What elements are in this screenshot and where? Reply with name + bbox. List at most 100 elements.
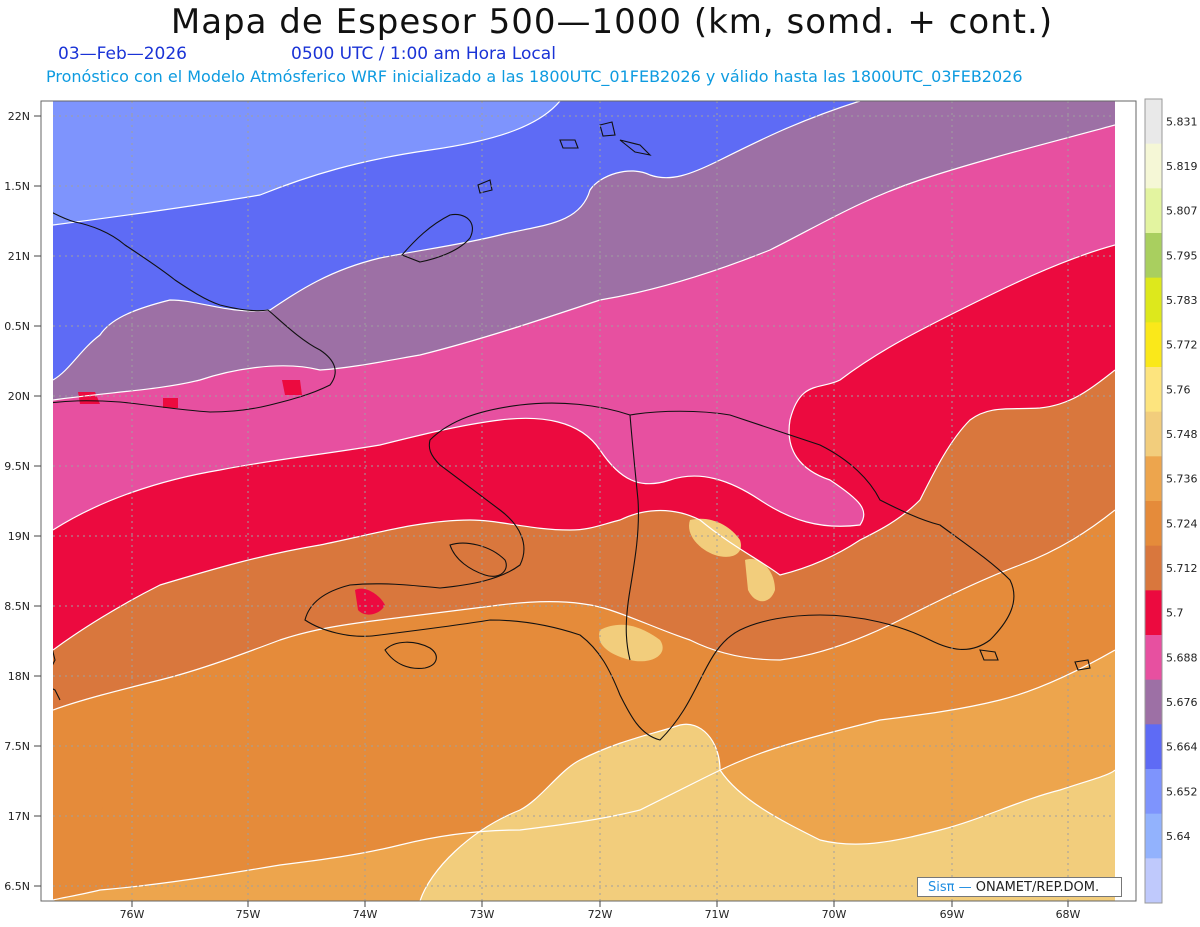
colorbar-swatch xyxy=(1145,501,1162,547)
colorbar-swatch xyxy=(1145,143,1162,189)
colorbar-swatch xyxy=(1145,99,1162,145)
colorbar-swatch xyxy=(1145,233,1162,279)
island-jamaica xyxy=(384,641,437,669)
band-5652 xyxy=(53,101,560,225)
band-5748 xyxy=(420,724,1115,901)
colorbar-label: 5.748 xyxy=(1166,428,1198,441)
lon-label: 69W xyxy=(940,908,965,921)
colorbar-label: 5.783 xyxy=(1166,294,1198,307)
lon-label: 76W xyxy=(120,908,145,921)
colorbar-swatch xyxy=(1145,724,1162,770)
colorbar-label: 5.795 xyxy=(1166,249,1198,262)
island-mayaguana xyxy=(477,179,493,194)
colorbar-swatch xyxy=(1145,367,1162,413)
lat-label: 17N xyxy=(8,810,30,823)
colorbar-label: 5.688 xyxy=(1166,651,1198,664)
island-pr xyxy=(1074,659,1091,671)
lat-label: 7.5N xyxy=(4,740,30,753)
colorbar-label: 5.664 xyxy=(1166,741,1198,754)
band-5700-cuba3 xyxy=(163,398,178,408)
lat-label: 22N xyxy=(8,110,30,123)
map-border xyxy=(40,100,1137,902)
colorbar-label: 5.772 xyxy=(1166,339,1198,352)
colorbar-swatch xyxy=(1145,411,1162,457)
band-5688 xyxy=(53,125,1115,530)
graticule xyxy=(53,101,1115,901)
colorbar-swatch xyxy=(1145,322,1162,368)
credit-org: ONAMET/REP.DOM. xyxy=(971,880,1100,895)
colorbar-swatch xyxy=(1145,813,1162,859)
colorbar-frame xyxy=(1144,98,1163,904)
colorbar-label: 5.736 xyxy=(1166,473,1198,486)
colorbar-swatch xyxy=(1145,456,1162,502)
forecast-date: 03—Feb—2026 xyxy=(58,44,187,64)
colorbar-swatch xyxy=(1145,188,1162,234)
colorbar-label: 5.652 xyxy=(1166,785,1198,798)
credit-box: Sisπ — ONAMET/REP.DOM. xyxy=(917,877,1122,897)
band-5676 xyxy=(53,101,1115,400)
colorbar: 5.831 5.819 5.807 5.795 5.783 5.772 5.76 5.748 5… xyxy=(1144,98,1198,904)
colorbar-swatch xyxy=(1145,277,1162,323)
lat-label: 21N xyxy=(8,250,30,263)
colorbar-label: 5.676 xyxy=(1166,696,1198,709)
lat-label: 6.5N xyxy=(4,880,30,893)
band-5724 xyxy=(53,510,1115,900)
cuba-east-tip xyxy=(53,649,56,666)
band-5700-cuba2 xyxy=(282,380,302,395)
haiti-dr-border xyxy=(625,414,639,661)
colorbar-label: 5.819 xyxy=(1166,160,1198,173)
colorbar-swatch xyxy=(1145,769,1162,815)
forecast-time: 0500 UTC / 1:00 am Hora Local xyxy=(291,44,556,64)
band-5700-patch xyxy=(355,588,385,615)
colorbar-label: 5.724 xyxy=(1166,517,1198,530)
band-5748-center xyxy=(599,624,663,662)
lat-label: 9.5N xyxy=(4,460,30,473)
band-5700 xyxy=(53,245,1115,650)
island-turks xyxy=(559,139,579,149)
island-caicos2 xyxy=(619,139,652,156)
lat-label: 18N xyxy=(8,670,30,683)
colorbar-swatch xyxy=(1145,590,1162,636)
lat-label: 19N xyxy=(8,530,30,543)
lat-label: 20N xyxy=(8,390,30,403)
lon-axis: 76W 75W 74W 73W 72W 71W 70W 69W 68W xyxy=(120,908,1081,921)
lon-label: 68W xyxy=(1056,908,1081,921)
cuba-east-tip2 xyxy=(53,688,61,701)
colorbar-swatch xyxy=(1145,858,1162,904)
colorbar-label: 5.64 xyxy=(1166,830,1191,843)
coastlines xyxy=(53,121,1091,741)
lon-label: 72W xyxy=(588,908,613,921)
band-5748-east xyxy=(745,559,775,602)
lat-label: 1.5N xyxy=(4,180,30,193)
lon-label: 73W xyxy=(470,908,495,921)
contour-fill-layer xyxy=(53,101,1115,901)
lon-label: 74W xyxy=(353,908,378,921)
hispaniola-coast xyxy=(304,402,1015,741)
lat-label: 8.5N xyxy=(4,600,30,613)
lat-label: 0.5N xyxy=(4,320,30,333)
band-5736-sw xyxy=(53,720,103,880)
lon-label: 70W xyxy=(822,908,847,921)
lat-ticks xyxy=(34,115,41,887)
colorbar-swatch xyxy=(1145,545,1162,591)
island-caicos xyxy=(599,121,616,137)
colorbar-label: 5.76 xyxy=(1166,383,1191,396)
lon-label: 75W xyxy=(236,908,261,921)
colorbar-swatch xyxy=(1145,635,1162,681)
colorbar-label: 5.831 xyxy=(1166,115,1198,128)
island-inagua xyxy=(401,213,473,263)
map-title: Mapa de Espesor 500—1000 (km, somd. + co… xyxy=(170,2,1054,42)
lon-label: 71W xyxy=(705,908,730,921)
lon-ticks xyxy=(131,901,1069,907)
contour-lines xyxy=(53,101,1115,901)
lat-axis: 22N 1.5N 21N 0.5N 20N 9.5N 19N 8.5N 18N … xyxy=(4,110,30,893)
band-5748-north xyxy=(689,518,741,557)
band-5712 xyxy=(53,370,1115,710)
colorbar-label: 5.712 xyxy=(1166,562,1198,575)
island-mona xyxy=(979,649,999,661)
island-gonave xyxy=(449,542,507,577)
forecast-subtitle: Pronóstico con el Modelo Atmósferico WRF… xyxy=(46,67,1023,86)
cuba-coast xyxy=(53,212,336,413)
colorbar-label: 5.7 xyxy=(1166,607,1184,620)
